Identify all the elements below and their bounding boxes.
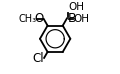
- Text: OH: OH: [69, 2, 85, 12]
- Text: OH: OH: [74, 14, 90, 24]
- Text: CH₃: CH₃: [18, 14, 36, 24]
- Text: O: O: [34, 12, 43, 25]
- Text: Cl: Cl: [32, 52, 44, 65]
- Text: B: B: [67, 12, 76, 25]
